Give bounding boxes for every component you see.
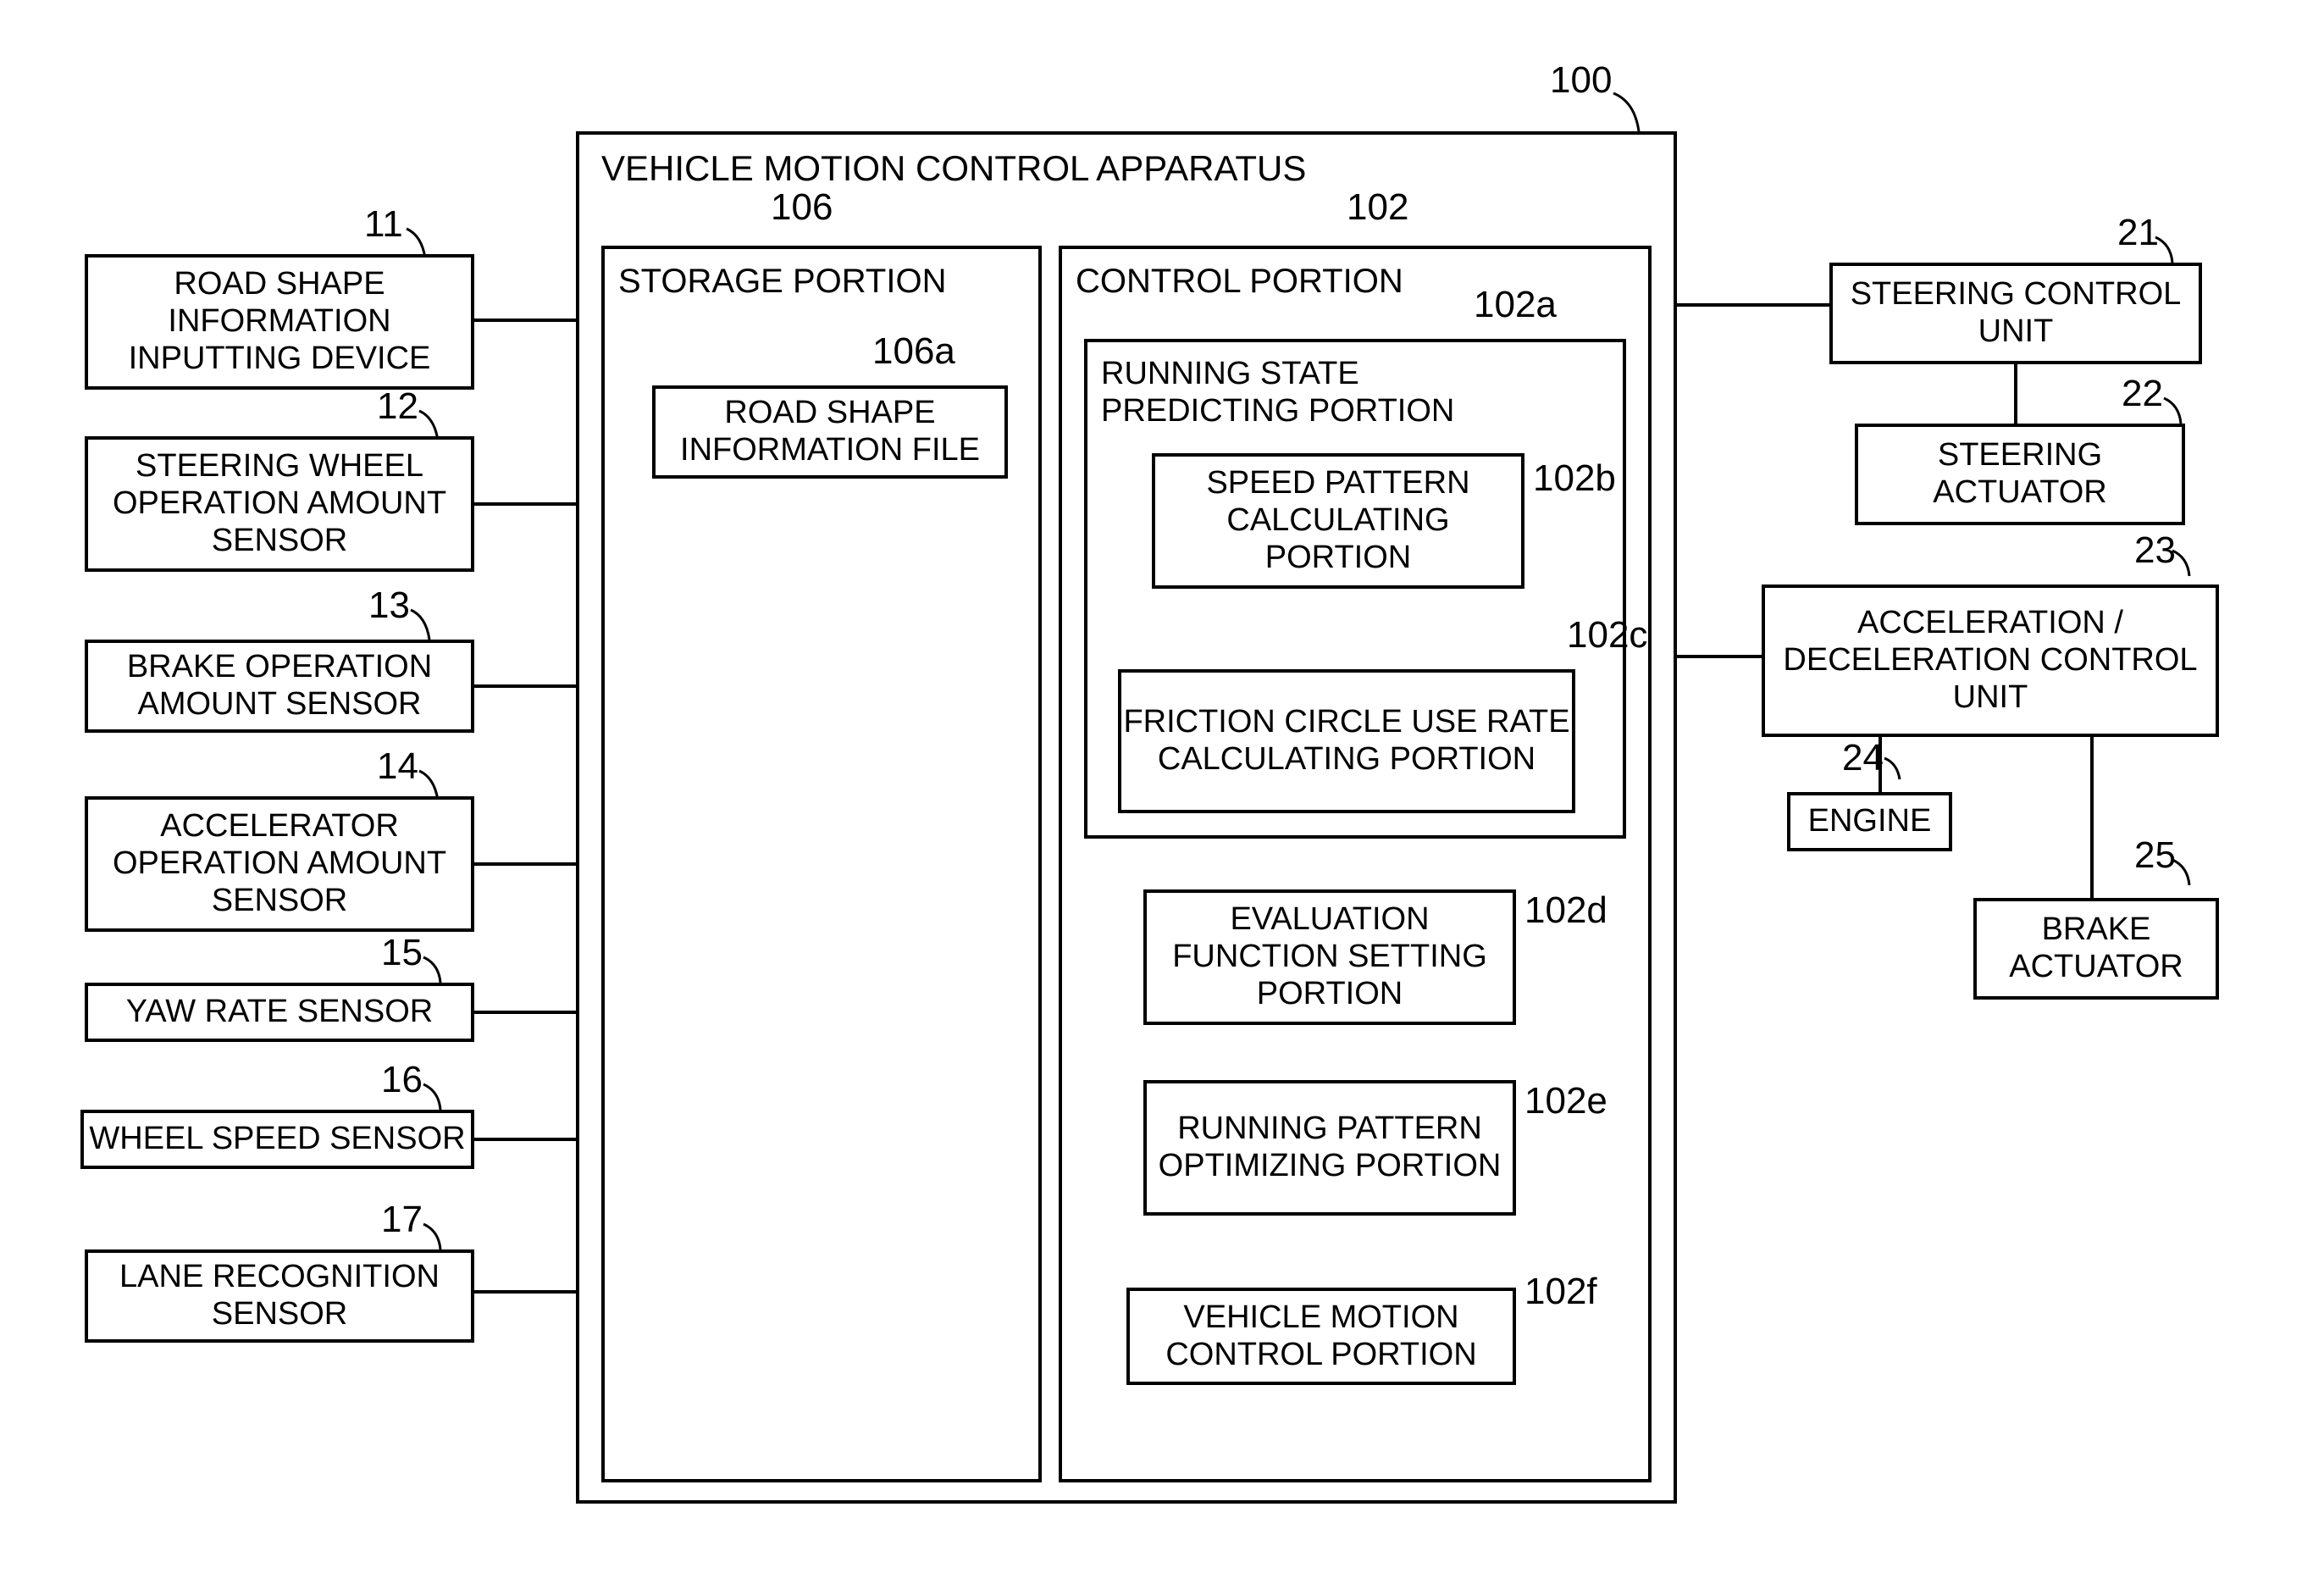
ref-102c: 102c [1567, 614, 1647, 657]
ref-25: 25 [2134, 834, 2176, 877]
ref-24: 24 [1842, 737, 1884, 779]
vehicle-motion-control-portion: VEHICLE MOTION CONTROL PORTION [1126, 1288, 1516, 1385]
main-apparatus-title: VEHICLE MOTION CONTROL APPARATUS [601, 148, 1306, 189]
ref-106a: 106a [872, 330, 955, 373]
ref-102f: 102f [1524, 1271, 1597, 1313]
lane-recognition-sensor: LANE RECOGNITION SENSOR [85, 1249, 474, 1343]
accelerator-operation-sensor-label: ACCELERATOR OPERATION AMOUNT SENSOR [88, 808, 471, 919]
brake-actuator-label: BRAKE ACTUATOR [1977, 911, 2216, 985]
ref-16: 16 [381, 1059, 423, 1101]
ref-102e: 102e [1524, 1080, 1607, 1122]
ref-102a: 102a [1474, 284, 1557, 326]
speed-pattern-calc-label: SPEED PATTERN CALCULATING PORTION [1155, 465, 1521, 576]
ref-102d: 102d [1524, 889, 1607, 932]
running-pattern-optimizing: RUNNING PATTERN OPTIMIZING PORTION [1143, 1080, 1516, 1216]
brake-operation-sensor: BRAKE OPERATION AMOUNT SENSOR [85, 640, 474, 733]
steering-wheel-sensor: STEERING WHEEL OPERATION AMOUNT SENSOR [85, 436, 474, 572]
ref-15: 15 [381, 932, 423, 974]
yaw-rate-sensor-label: YAW RATE SENSOR [126, 994, 433, 1031]
wheel-speed-sensor: WHEEL SPEED SENSOR [80, 1110, 474, 1169]
ref-12: 12 [377, 385, 418, 428]
brake-operation-sensor-label: BRAKE OPERATION AMOUNT SENSOR [88, 649, 471, 723]
ref-102: 102 [1347, 186, 1408, 229]
vehicle-motion-control-label: VEHICLE MOTION CONTROL PORTION [1130, 1299, 1513, 1373]
ref-17: 17 [381, 1199, 423, 1241]
friction-circle-calc: FRICTION CIRCLE USE RATE CALCULATING POR… [1118, 669, 1575, 813]
ref-21: 21 [2117, 212, 2159, 254]
storage-portion-title: STORAGE PORTION [618, 263, 946, 301]
road-shape-info-file: ROAD SHAPE INFORMATION FILE [652, 385, 1008, 479]
brake-actuator: BRAKE ACTUATOR [1973, 898, 2219, 1000]
yaw-rate-sensor: YAW RATE SENSOR [85, 983, 474, 1042]
running-state-predicting-title: RUNNING STATE PREDICTING PORTION [1101, 356, 1457, 429]
steering-wheel-sensor-label: STEERING WHEEL OPERATION AMOUNT SENSOR [88, 448, 471, 559]
steering-control-unit: STEERING CONTROL UNIT [1829, 263, 2202, 364]
ref-23: 23 [2134, 529, 2176, 572]
steering-actuator-label: STEERING ACTUATOR [1858, 437, 2182, 511]
road-shape-input-device-label: ROAD SHAPE INFORMATION INPUTTING DEVICE [88, 266, 471, 377]
road-shape-info-file-label: ROAD SHAPE INFORMATION FILE [656, 395, 1004, 468]
engine-label: ENGINE [1808, 803, 1932, 840]
ref-13: 13 [368, 585, 410, 627]
accel-decel-control-unit-label: ACCELERATION / DECELERATION CONTROL UNIT [1765, 605, 2216, 716]
ref-14: 14 [377, 745, 418, 788]
accelerator-operation-sensor: ACCELERATOR OPERATION AMOUNT SENSOR [85, 796, 474, 932]
running-pattern-optimizing-label: RUNNING PATTERN OPTIMIZING PORTION [1147, 1111, 1513, 1184]
ref-22: 22 [2122, 373, 2163, 415]
wheel-speed-sensor-label: WHEEL SPEED SENSOR [89, 1121, 465, 1158]
friction-circle-calc-label: FRICTION CIRCLE USE RATE CALCULATING POR… [1121, 704, 1572, 778]
road-shape-input-device: ROAD SHAPE INFORMATION INPUTTING DEVICE [85, 254, 474, 390]
steering-control-unit-label: STEERING CONTROL UNIT [1833, 276, 2199, 350]
lane-recognition-sensor-label: LANE RECOGNITION SENSOR [88, 1259, 471, 1332]
steering-actuator: STEERING ACTUATOR [1855, 424, 2185, 525]
eval-function-setting: EVALUATION FUNCTION SETTING PORTION [1143, 889, 1516, 1025]
accel-decel-control-unit: ACCELERATION / DECELERATION CONTROL UNIT [1762, 585, 2219, 737]
ref-102b: 102b [1533, 457, 1616, 500]
control-portion-title: CONTROL PORTION [1076, 263, 1403, 301]
ref-106: 106 [771, 186, 833, 229]
ref-100: 100 [1550, 59, 1612, 102]
speed-pattern-calc: SPEED PATTERN CALCULATING PORTION [1152, 453, 1524, 589]
ref-11: 11 [364, 203, 403, 246]
engine-box: ENGINE [1787, 792, 1952, 851]
eval-function-setting-label: EVALUATION FUNCTION SETTING PORTION [1147, 901, 1513, 1012]
